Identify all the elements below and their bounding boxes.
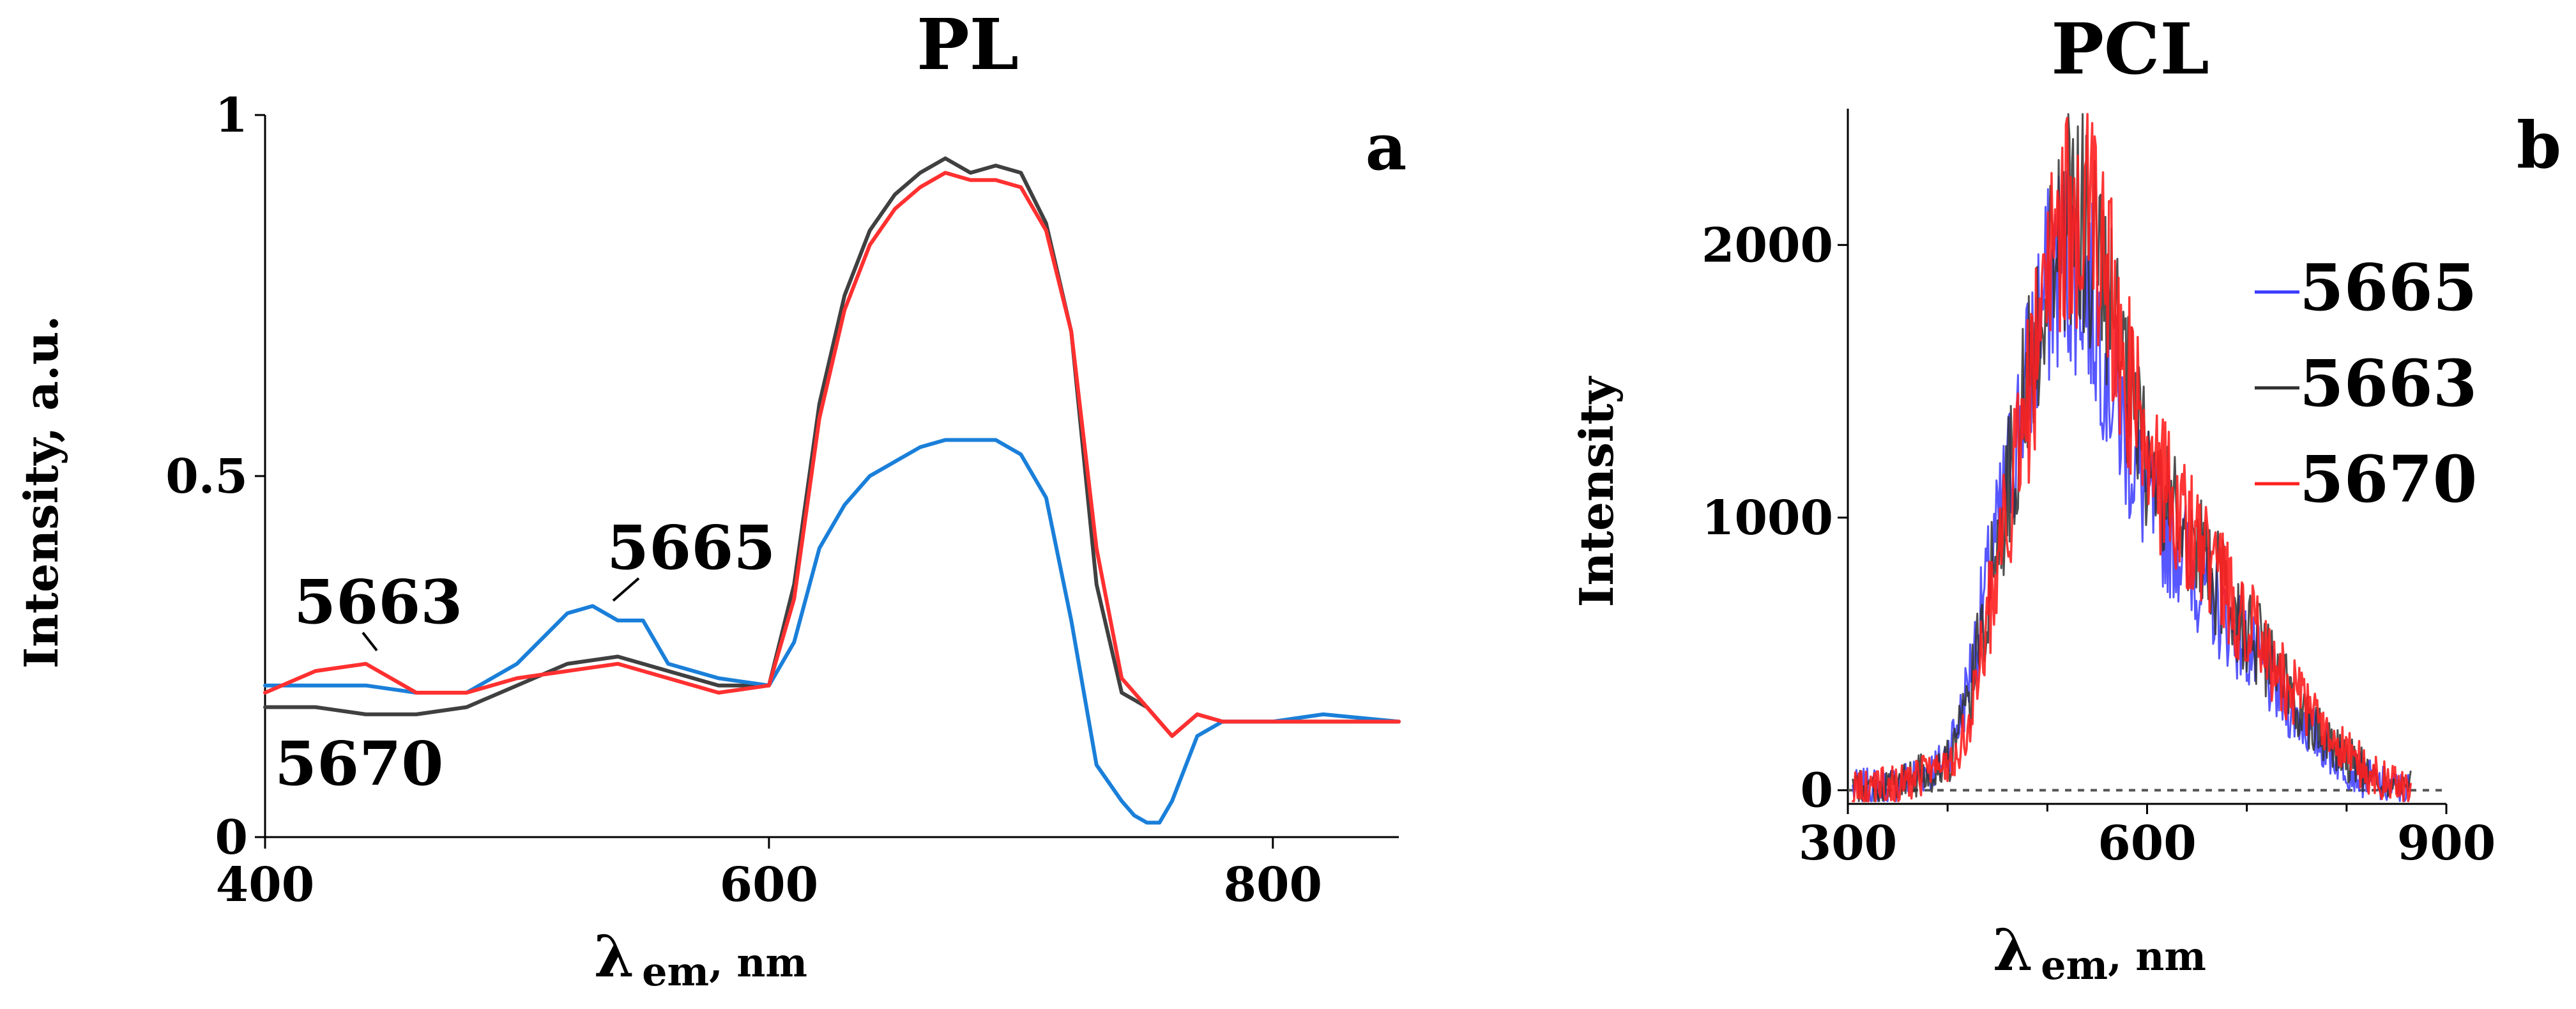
- panel-a-ytick-label: 0: [215, 810, 248, 865]
- panel-b-ytick-label: 0: [1801, 764, 1834, 819]
- panel-a-ytick-label: 1: [215, 88, 248, 143]
- panel-b-xtick-label: 600: [2098, 816, 2196, 871]
- panel-b-x-ticklabels: 300 600 900: [1799, 816, 2496, 871]
- panel-b-xtick-label: 300: [1799, 816, 1897, 871]
- panel-a-xtick-label: 800: [1224, 858, 1322, 913]
- series-line-5665: [263, 438, 1401, 825]
- panel-a-ylabel: Intensity, a.u.: [14, 316, 68, 669]
- annotation-5663: 5663: [294, 567, 462, 638]
- panel-a-ticks: [255, 114, 1274, 849]
- panel-a-xlabel: λ em, nm: [594, 923, 807, 995]
- series-line-5663: [263, 156, 1401, 738]
- panel-b: PCL b Intensity 300 600 900 0 1000 2000 5665…: [1569, 8, 2561, 989]
- panel-b-ytick-label: 2000: [1702, 218, 1833, 273]
- panel-a-label: a: [1366, 109, 1407, 185]
- series-line-5670: [1852, 112, 2412, 803]
- annotation-5665: 5665: [607, 512, 775, 583]
- panel-a-xtick-label: 600: [720, 858, 818, 913]
- panel-b-ytick-label: 1000: [1702, 491, 1833, 546]
- legend-label-5663: 5663: [2299, 346, 2477, 421]
- panel-a-series: [263, 156, 1401, 825]
- panel-b-xlabel: λ em, nm: [1993, 916, 2206, 989]
- panel-a-ytick-label: 0.5: [165, 449, 248, 504]
- annotation-5670: 5670: [275, 728, 443, 799]
- panel-a-y-ticklabels: 00.51: [165, 88, 248, 865]
- annotation-5665-arrow: [612, 577, 640, 602]
- panel-a-x-ticklabels: 400 600 800: [216, 858, 1322, 913]
- panel-b-ticks: [1838, 243, 2448, 814]
- panel-a-title: PL: [917, 3, 1019, 86]
- panel-b-y-ticklabels: 0 1000 2000: [1702, 218, 1833, 818]
- panel-b-xtick-label: 900: [2397, 816, 2496, 871]
- panel-b-title: PCL: [2051, 8, 2209, 90]
- panel-b-series: [1852, 112, 2412, 803]
- legend-label-5670: 5670: [2299, 442, 2477, 517]
- legend-label-5665: 5665: [2299, 250, 2477, 325]
- annotation-5663-arrow: [362, 631, 378, 652]
- panel-a-xtick-label: 400: [216, 858, 314, 913]
- panel-a: PL a Intensity, a.u. 400 600 800 00.51 566…: [14, 3, 1406, 995]
- panel-b-ylabel: Intensity: [1569, 376, 1624, 608]
- panel-b-label: b: [2517, 107, 2561, 183]
- series-line-5670: [263, 171, 1401, 738]
- panel-b-legend: 5665 5663 5670: [2255, 250, 2477, 517]
